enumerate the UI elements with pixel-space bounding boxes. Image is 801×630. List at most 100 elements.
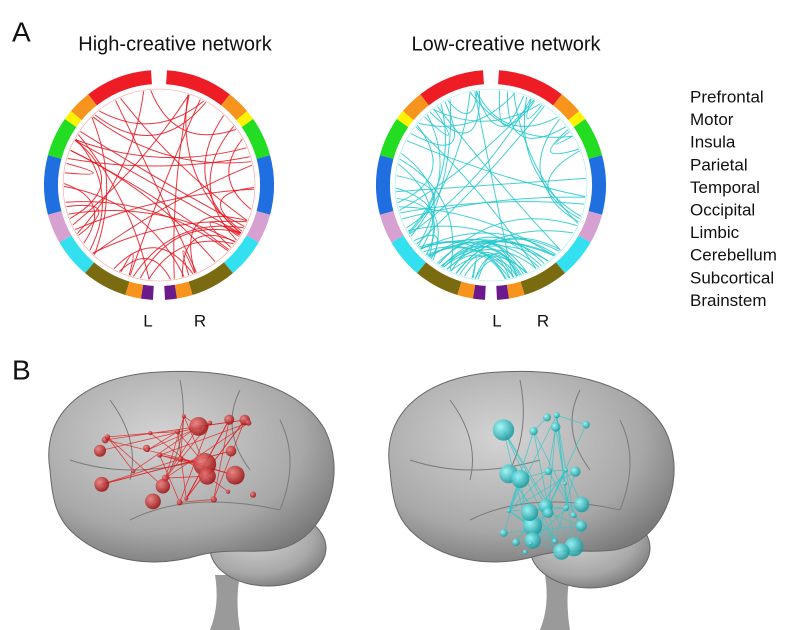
brain-node [250,492,256,498]
brain-node [210,496,216,502]
connectograms [44,70,606,300]
ring-segment [496,285,509,300]
ring-segment [376,155,393,215]
legend-label: Brainstem [690,291,767,310]
brain [49,371,334,630]
hemisphere-label: R [194,311,206,330]
brain [389,371,674,630]
brain-node [571,512,577,518]
brain-node [224,415,234,425]
legend-label: Motor [690,110,734,129]
hemisphere-label: L [143,311,152,330]
brain-node [157,453,162,458]
brain-node [226,446,237,457]
network-title: Low-creative network [412,33,602,55]
brain-node [226,490,230,494]
brain-node [564,468,568,472]
brain-node [177,499,183,505]
figure: A High-creative network Low-creative net… [0,0,801,630]
brain-node [582,421,590,429]
brain-renderings [49,371,674,630]
connection [92,118,107,255]
brain-node [528,541,532,545]
brain-node [574,497,589,512]
legend-label: Parietal [690,155,748,174]
brain-node [493,419,514,440]
brain-node [507,509,511,513]
brain-node [145,494,161,510]
connection [551,130,579,154]
ring-segment [164,285,177,300]
legend-label: Prefrontal [690,87,764,106]
brain-node [524,532,540,548]
ring-segment [224,236,259,274]
brain-node [156,479,170,493]
legend-label: Limbic [690,223,740,242]
ring-segment [380,119,408,159]
brain-node [131,469,135,473]
brain-node [563,481,567,485]
ring-segment [141,285,154,300]
brain-node [184,496,188,500]
panel-label: A [12,16,31,47]
ring-segment [589,155,606,215]
ring-segment [420,70,484,105]
brain-node [523,550,528,555]
connection [448,91,477,114]
brain-node [511,470,529,488]
brain-node [521,504,538,521]
brain-node [552,538,557,543]
ring-segment [59,236,94,274]
connection [499,90,523,125]
network-title: High-creative network [78,33,272,55]
brain-node [94,445,106,457]
brain-node [500,529,508,537]
connection [93,117,251,163]
legend-label: Cerebellum [690,246,777,265]
legend-label: Insula [690,133,736,152]
brain-node [551,422,560,431]
ring-segment [189,262,233,295]
brain-node [543,508,553,518]
brain-node [554,412,560,418]
ring-segment [242,119,270,159]
brain-node [145,448,149,452]
panel-label: B [12,354,31,385]
legend-label: Temporal [690,178,760,197]
brain-node [570,466,580,476]
brain-node [199,468,216,485]
brain-node [105,434,110,439]
ring-segment [85,262,129,295]
legend-label: Subcortical [690,268,774,287]
ring-segment [166,70,230,105]
brain-node [512,539,520,547]
brain-node [565,505,570,510]
connection [65,163,93,174]
brain-node [553,543,570,560]
brain-node [189,417,208,436]
brain-node [178,456,183,461]
brain-node [529,427,537,435]
ring-segment [556,236,591,274]
brain-node [94,477,109,492]
brain-node [226,466,245,485]
connection [95,102,206,135]
connection [548,151,580,222]
ring-segment [574,119,602,159]
legend-label: Occipital [690,200,755,219]
ring-segment [44,155,61,215]
connection [68,157,250,166]
ring-segment [257,155,274,215]
brain-node [246,420,252,426]
brain-node [576,520,587,531]
brain-node [175,429,180,434]
ring-segment [521,262,565,295]
brain-node [545,467,553,475]
legend: Prefrontal Motor Insula Parietal Temporal Occ… [690,87,777,309]
brain-node [207,421,212,426]
hemisphere-label: R [537,311,549,330]
brain-node [182,414,186,418]
brain-node [543,413,551,421]
brain-node [148,431,152,435]
ring-segment [473,285,486,300]
